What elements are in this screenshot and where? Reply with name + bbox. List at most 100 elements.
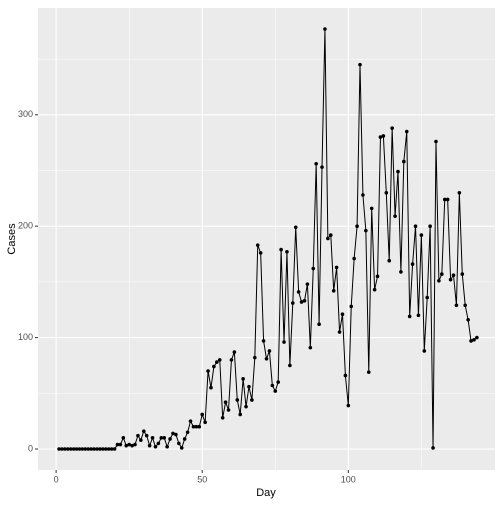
point [124, 443, 129, 448]
point [101, 447, 105, 451]
point [244, 404, 248, 409]
point [361, 193, 365, 197]
point [366, 370, 371, 374]
point [212, 364, 216, 369]
point [168, 437, 172, 441]
point [232, 350, 237, 354]
point [349, 304, 354, 309]
point [454, 303, 459, 308]
point [185, 430, 190, 435]
point [445, 197, 450, 202]
point [442, 197, 447, 202]
point [431, 446, 435, 450]
point [86, 447, 91, 451]
point [393, 214, 397, 218]
point [63, 447, 67, 451]
panel [38, 8, 495, 470]
point [89, 447, 93, 451]
point [270, 383, 275, 388]
point [381, 134, 386, 138]
point [355, 224, 359, 228]
point [235, 398, 240, 402]
point [136, 433, 140, 438]
point [220, 416, 225, 420]
point [293, 225, 298, 230]
point [276, 380, 280, 384]
point [130, 443, 134, 448]
point [141, 429, 146, 433]
point [150, 436, 155, 440]
point [171, 431, 175, 436]
point [109, 447, 114, 451]
point [66, 447, 70, 451]
point [60, 447, 64, 451]
point [115, 442, 120, 447]
point [77, 447, 82, 451]
point [434, 139, 438, 144]
point [106, 447, 111, 451]
point [422, 349, 427, 353]
point [203, 420, 207, 425]
point [387, 258, 392, 263]
point [179, 446, 184, 450]
point [95, 447, 99, 451]
point [305, 282, 310, 286]
point [273, 389, 278, 393]
point [177, 441, 181, 446]
point [410, 262, 415, 266]
point [285, 250, 289, 254]
point [121, 436, 126, 440]
point [404, 129, 409, 134]
point [258, 251, 263, 255]
point [215, 360, 219, 364]
point [425, 295, 430, 300]
point [390, 126, 394, 130]
point [451, 273, 456, 278]
point [80, 447, 85, 451]
point [320, 165, 324, 169]
point [475, 335, 479, 340]
point [229, 358, 234, 362]
point [331, 289, 336, 293]
point [299, 300, 304, 304]
point [460, 272, 465, 276]
point [57, 447, 61, 451]
point [419, 233, 424, 237]
x-tick-label: 0 [54, 474, 59, 484]
point [197, 424, 202, 429]
y-tick-label: 0 [28, 443, 33, 453]
point [396, 169, 400, 174]
point [241, 377, 245, 381]
point [369, 206, 374, 211]
point [279, 247, 283, 252]
point [323, 27, 327, 31]
point [250, 398, 254, 402]
point [92, 447, 96, 451]
point [200, 412, 205, 417]
point [364, 228, 368, 233]
point [302, 299, 307, 303]
point [317, 322, 321, 327]
point [98, 447, 102, 451]
x-axis-title: Day [256, 487, 276, 499]
point [328, 233, 333, 237]
x-tick-label: 50 [197, 474, 207, 484]
point [238, 412, 243, 417]
point [314, 162, 318, 166]
point [165, 444, 169, 449]
point [112, 447, 117, 451]
point [139, 438, 143, 442]
point [463, 303, 467, 308]
point [296, 290, 301, 294]
point [343, 373, 348, 378]
point [74, 447, 79, 451]
point [83, 447, 88, 451]
point [174, 432, 178, 437]
point [375, 274, 380, 279]
point [290, 301, 295, 305]
point [71, 447, 76, 451]
point [223, 400, 228, 405]
point [334, 265, 339, 270]
y-tick-label: 200 [18, 221, 33, 231]
point [206, 369, 210, 373]
